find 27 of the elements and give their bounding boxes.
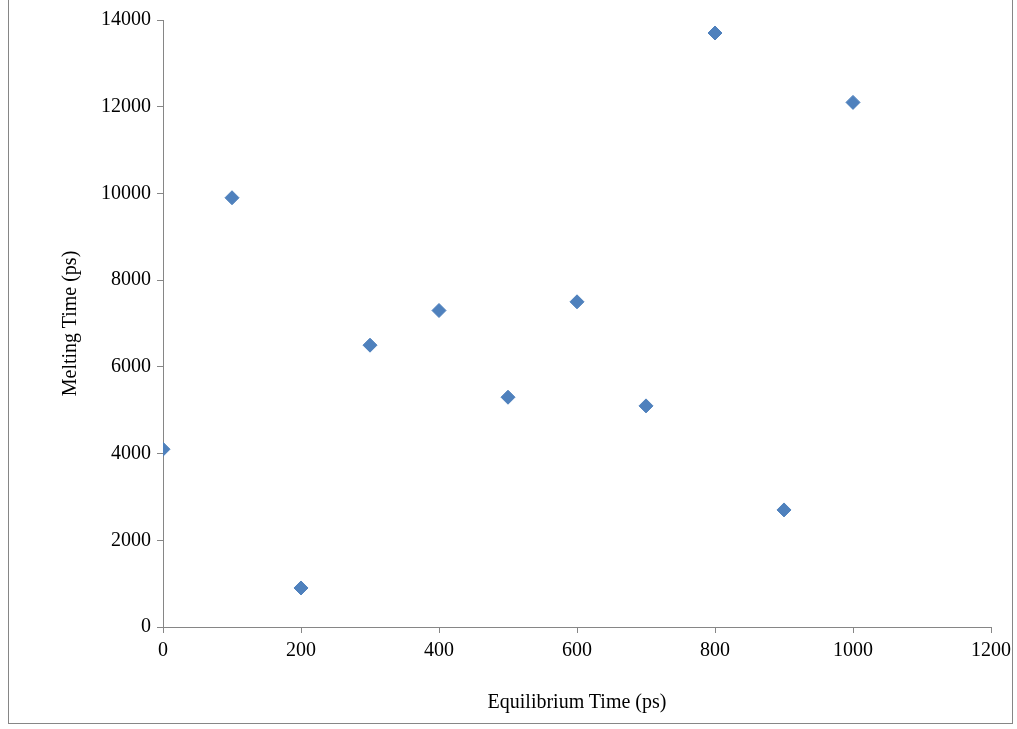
x-tick-label: 600	[562, 638, 592, 661]
y-tick-label: 10000	[101, 180, 151, 203]
y-axis-title: Melting Time (ps)	[58, 250, 82, 397]
x-axis-title: Equilibrium Time (ps)	[487, 690, 667, 714]
point	[845, 94, 861, 110]
y-tick-label: 12000	[101, 93, 151, 116]
x-tick-label: 1000	[833, 638, 873, 661]
point	[776, 502, 792, 518]
point	[431, 302, 447, 318]
x-tick-label: 200	[286, 638, 316, 661]
point	[293, 580, 309, 596]
x-tick-label: 0	[158, 638, 168, 661]
point	[224, 190, 240, 206]
point	[362, 337, 378, 353]
y-tick-label: 6000	[111, 354, 151, 377]
y-tick-label: 4000	[111, 440, 151, 463]
y-tick-label: 14000	[101, 7, 151, 30]
point	[638, 398, 654, 414]
x-tick-label: 400	[424, 638, 454, 661]
point	[500, 389, 516, 405]
x-tick-label: 800	[700, 638, 730, 661]
y-tick-label: 2000	[111, 527, 151, 550]
y-tick-label: 0	[141, 614, 151, 637]
point	[569, 294, 585, 310]
x-tick-label: 1200	[971, 638, 1011, 661]
y-tick-label: 8000	[111, 267, 151, 290]
point	[707, 25, 723, 41]
